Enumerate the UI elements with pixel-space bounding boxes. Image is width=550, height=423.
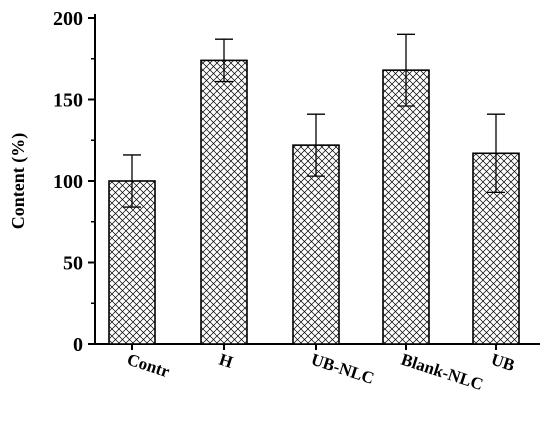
y-tick-label: 200 bbox=[53, 8, 83, 30]
bar-h bbox=[200, 59, 248, 345]
bar-contr bbox=[108, 180, 156, 345]
y-tick-label: 100 bbox=[53, 171, 83, 193]
x-category-label: Blank-NLC bbox=[399, 350, 486, 394]
bar-ub-nlc bbox=[292, 144, 340, 345]
y-axis-title: Content (%) bbox=[8, 133, 29, 230]
y-tick-label: 150 bbox=[53, 90, 83, 112]
x-category-label: Contr bbox=[125, 350, 173, 382]
x-category-label: H bbox=[217, 350, 235, 372]
x-category-label: UB-NLC bbox=[309, 350, 377, 388]
y-tick-label: 0 bbox=[73, 334, 83, 356]
bar-blank-nlc bbox=[382, 69, 430, 345]
x-category-label: UB bbox=[489, 350, 517, 375]
y-tick-label: 50 bbox=[63, 253, 83, 275]
